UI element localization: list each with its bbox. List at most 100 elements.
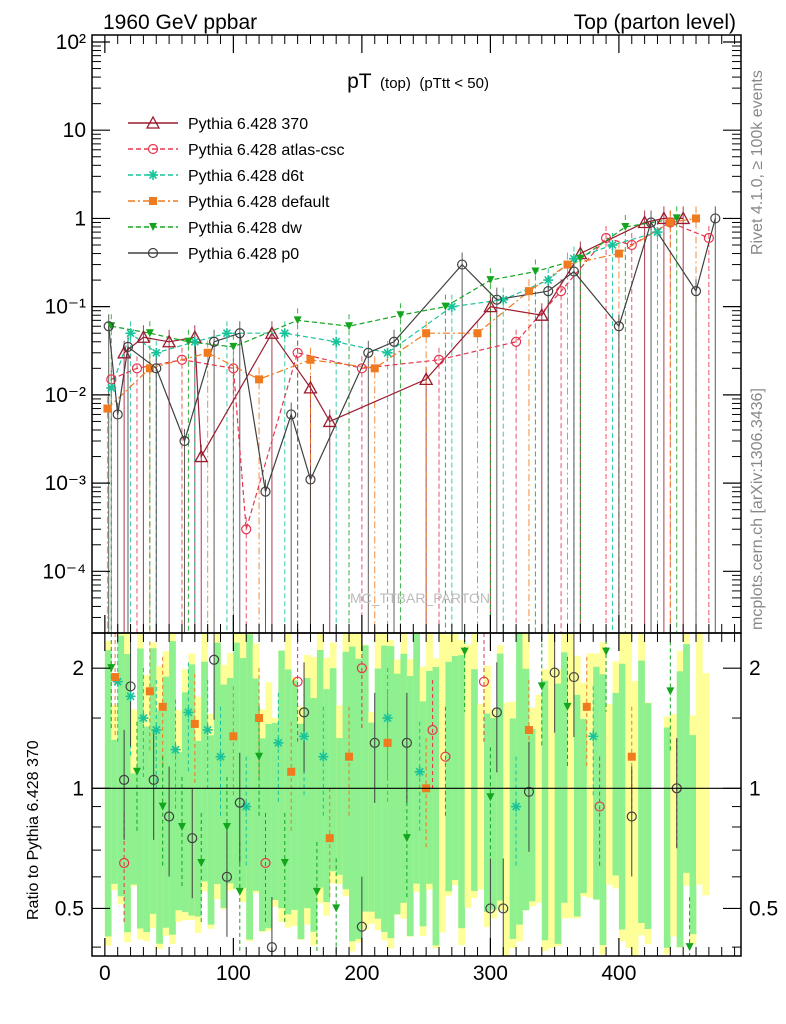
data-point bbox=[690, 286, 702, 297]
ratio-band-green bbox=[194, 740, 202, 917]
ratio-band-green bbox=[329, 668, 337, 872]
ratio-point bbox=[401, 737, 412, 748]
ratio-band-green bbox=[451, 656, 459, 881]
data-point bbox=[483, 299, 498, 313]
ratio-band-green bbox=[259, 738, 266, 931]
ratio-point bbox=[280, 858, 289, 867]
ratio-band-green bbox=[368, 722, 376, 912]
ratio-band-green bbox=[644, 703, 652, 929]
ratio-point bbox=[568, 671, 580, 683]
header-left: 1960 GeV ppbar bbox=[103, 11, 257, 34]
ratio-band-green bbox=[361, 645, 369, 912]
ratio-band-green bbox=[156, 711, 163, 944]
data-point bbox=[446, 301, 457, 312]
y-tick-label: 10 bbox=[63, 119, 86, 142]
data-point bbox=[656, 211, 671, 225]
data-point bbox=[710, 213, 721, 224]
data-point bbox=[194, 449, 209, 463]
ratio-band-green bbox=[676, 671, 684, 948]
ratio-band-yellow bbox=[535, 694, 543, 903]
ratio-band-green bbox=[220, 684, 228, 908]
data-point bbox=[510, 336, 522, 347]
legend-marker bbox=[147, 143, 159, 155]
ratio-y-tick-label: 0.5 bbox=[55, 897, 84, 920]
data-point bbox=[221, 328, 232, 339]
ratio-y-tick-label-right: 0.5 bbox=[749, 897, 778, 920]
legend-label: Pythia 6.428 default bbox=[188, 194, 330, 211]
watermark: MC_TTBAR_PARTON bbox=[350, 590, 490, 606]
series-markers bbox=[103, 211, 721, 953]
data-point bbox=[363, 347, 374, 358]
ratio-point bbox=[222, 822, 231, 831]
legend-marker bbox=[145, 115, 161, 129]
data-point bbox=[184, 337, 193, 346]
ratio-point bbox=[582, 702, 591, 711]
data-point bbox=[293, 316, 302, 325]
series-d6t-line bbox=[110, 231, 658, 389]
data-point bbox=[151, 347, 162, 358]
data-point bbox=[486, 276, 495, 285]
ratio-point bbox=[299, 731, 310, 742]
ratio-band-green bbox=[554, 683, 562, 944]
ratio-point bbox=[485, 903, 496, 914]
legend-label: Pythia 6.428 dw bbox=[188, 220, 302, 237]
ratio-ylabel: Ratio to Pythia 6.428 370 bbox=[25, 740, 42, 920]
data-point bbox=[292, 347, 303, 358]
ratio-point bbox=[666, 687, 675, 696]
axes: 10⁻⁴ 10⁻³ 10⁻² 10⁻¹ 1 10 10² 0.5 0.5 1 1 2 2 0 100 200 3… bbox=[43, 31, 779, 985]
data-point bbox=[676, 211, 691, 225]
data-point bbox=[145, 329, 154, 338]
ratio-point bbox=[183, 707, 194, 718]
ratio-band-green bbox=[143, 726, 151, 933]
ratio-band-green bbox=[297, 723, 305, 940]
legend-marker bbox=[149, 197, 157, 205]
ratio-band-green bbox=[432, 667, 440, 946]
y-tick-label: 1 bbox=[74, 207, 86, 230]
ratio-band-green bbox=[573, 694, 581, 917]
ratio-band-green bbox=[181, 692, 189, 913]
ratio-point bbox=[383, 738, 392, 747]
plot-title: pT (top) (pTtt < 50) bbox=[347, 70, 489, 93]
ratio-point bbox=[125, 681, 136, 692]
data-point bbox=[555, 286, 567, 297]
data-point bbox=[419, 371, 434, 385]
ratio-point bbox=[190, 719, 199, 728]
legend-label: Pythia 6.428 atlas-csc bbox=[188, 142, 345, 159]
ratio-point bbox=[486, 793, 495, 802]
ratio-y-tick-label-right: 2 bbox=[749, 657, 761, 680]
ratio-point bbox=[187, 833, 198, 844]
ratio-band-green bbox=[265, 723, 273, 929]
ratio-band-green bbox=[310, 698, 318, 932]
ratio-point bbox=[273, 737, 284, 748]
data-point bbox=[356, 363, 367, 374]
series-dw-line bbox=[111, 217, 677, 348]
legend: Pythia 6.428 370 Pythia 6.428 atlas-csc Py… bbox=[128, 115, 345, 263]
ratio-band-green bbox=[638, 660, 645, 924]
ratio-band-green bbox=[304, 678, 311, 909]
ratio-point bbox=[132, 767, 141, 776]
ratio-band-green bbox=[130, 773, 138, 885]
data-point bbox=[331, 336, 342, 347]
ratio-point bbox=[491, 707, 502, 718]
ratio-point bbox=[524, 725, 533, 734]
ratio-band-green bbox=[522, 668, 530, 911]
data-point bbox=[600, 232, 612, 244]
ratio-point bbox=[197, 858, 206, 867]
series-lines bbox=[106, 217, 716, 530]
y-tick-label: 10² bbox=[56, 31, 86, 54]
data-point bbox=[255, 375, 264, 384]
ratio-point bbox=[111, 673, 120, 682]
ratio-band-yellow bbox=[503, 702, 510, 956]
series-p0-line bbox=[108, 218, 716, 492]
ratio-point bbox=[626, 811, 637, 822]
ratio-point bbox=[287, 767, 296, 776]
ratio-band-green bbox=[483, 713, 491, 912]
ratio-point bbox=[312, 887, 321, 896]
plot-title-sub2: (pTtt < 50) bbox=[419, 75, 489, 92]
ratio-point bbox=[627, 752, 636, 761]
data-point bbox=[179, 435, 190, 447]
ratio-band-green bbox=[162, 676, 170, 928]
ratio-band-yellow bbox=[625, 633, 633, 948]
data-point bbox=[531, 267, 540, 276]
data-point bbox=[264, 325, 280, 339]
